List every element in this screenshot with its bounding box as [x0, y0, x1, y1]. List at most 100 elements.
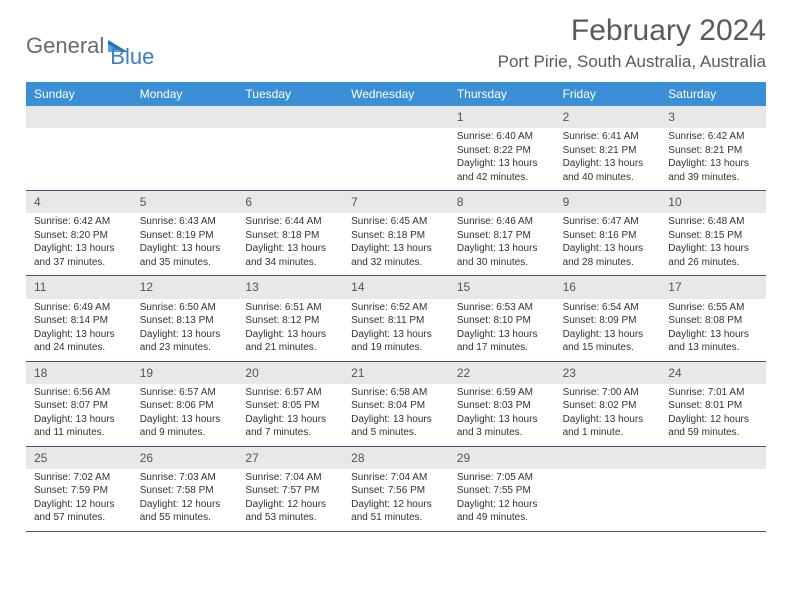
daylight-text: and 5 minutes. [351, 426, 441, 440]
sunrise-text: Sunrise: 6:54 AM [563, 301, 653, 315]
daylight-text: and 55 minutes. [140, 511, 230, 525]
sunset-text: Sunset: 8:05 PM [245, 399, 335, 413]
day-cell: 8Sunrise: 6:46 AMSunset: 8:17 PMDaylight… [449, 191, 555, 275]
sunrise-text: Sunrise: 7:02 AM [34, 471, 124, 485]
sunrise-text: Sunrise: 6:42 AM [668, 130, 758, 144]
sunset-text: Sunset: 8:09 PM [563, 314, 653, 328]
day-number: 18 [26, 362, 132, 384]
day-number: 16 [555, 276, 661, 298]
daylight-text: Daylight: 13 hours [457, 328, 547, 342]
day-number: 15 [449, 276, 555, 298]
daylight-text: and 7 minutes. [245, 426, 335, 440]
daylight-text: Daylight: 13 hours [668, 328, 758, 342]
day-number: 28 [343, 447, 449, 469]
sunset-text: Sunset: 8:18 PM [245, 229, 335, 243]
daylight-text: and 34 minutes. [245, 256, 335, 270]
day-cell: 14Sunrise: 6:52 AMSunset: 8:11 PMDayligh… [343, 276, 449, 360]
daylight-text: Daylight: 13 hours [457, 242, 547, 256]
day-cell [555, 447, 661, 531]
daylight-text: and 9 minutes. [140, 426, 230, 440]
day-number: 3 [660, 106, 766, 128]
sunrise-text: Sunrise: 6:53 AM [457, 301, 547, 315]
daylight-text: Daylight: 13 hours [457, 413, 547, 427]
daylight-text: and 32 minutes. [351, 256, 441, 270]
sunrise-text: Sunrise: 6:43 AM [140, 215, 230, 229]
day-number: 12 [132, 276, 238, 298]
daylight-text: Daylight: 12 hours [34, 498, 124, 512]
daylight-text: and 11 minutes. [34, 426, 124, 440]
day-cell: 6Sunrise: 6:44 AMSunset: 8:18 PMDaylight… [237, 191, 343, 275]
day-details: Sunrise: 6:58 AMSunset: 8:04 PMDaylight:… [343, 384, 449, 446]
calendar: Sunday Monday Tuesday Wednesday Thursday… [26, 82, 766, 532]
weeks-container: 1Sunrise: 6:40 AMSunset: 8:22 PMDaylight… [26, 106, 766, 532]
daylight-text: and 1 minute. [563, 426, 653, 440]
day-details: Sunrise: 6:43 AMSunset: 8:19 PMDaylight:… [132, 213, 238, 275]
sunset-text: Sunset: 8:12 PM [245, 314, 335, 328]
daylight-text: and 30 minutes. [457, 256, 547, 270]
sunrise-text: Sunrise: 6:49 AM [34, 301, 124, 315]
daylight-text: Daylight: 13 hours [351, 242, 441, 256]
sunrise-text: Sunrise: 6:40 AM [457, 130, 547, 144]
sunset-text: Sunset: 8:19 PM [140, 229, 230, 243]
day-number: 6 [237, 191, 343, 213]
sunset-text: Sunset: 8:17 PM [457, 229, 547, 243]
sunset-text: Sunset: 7:55 PM [457, 484, 547, 498]
sunrise-text: Sunrise: 7:04 AM [245, 471, 335, 485]
sunset-text: Sunset: 8:15 PM [668, 229, 758, 243]
day-number: 4 [26, 191, 132, 213]
sunrise-text: Sunrise: 6:42 AM [34, 215, 124, 229]
day-number: 10 [660, 191, 766, 213]
day-cell: 13Sunrise: 6:51 AMSunset: 8:12 PMDayligh… [237, 276, 343, 360]
day-number: 17 [660, 276, 766, 298]
day-cell: 23Sunrise: 7:00 AMSunset: 8:02 PMDayligh… [555, 362, 661, 446]
weekday-label: Sunday [26, 82, 132, 106]
day-details: Sunrise: 6:56 AMSunset: 8:07 PMDaylight:… [26, 384, 132, 446]
daylight-text: Daylight: 13 hours [140, 328, 230, 342]
daylight-text: Daylight: 13 hours [563, 242, 653, 256]
daylight-text: and 3 minutes. [457, 426, 547, 440]
sunrise-text: Sunrise: 6:57 AM [245, 386, 335, 400]
logo: General Blue [26, 14, 154, 70]
day-details: Sunrise: 7:00 AMSunset: 8:02 PMDaylight:… [555, 384, 661, 446]
day-cell: 20Sunrise: 6:57 AMSunset: 8:05 PMDayligh… [237, 362, 343, 446]
sunrise-text: Sunrise: 6:44 AM [245, 215, 335, 229]
day-details: Sunrise: 6:49 AMSunset: 8:14 PMDaylight:… [26, 299, 132, 361]
day-cell: 10Sunrise: 6:48 AMSunset: 8:15 PMDayligh… [660, 191, 766, 275]
day-cell: 24Sunrise: 7:01 AMSunset: 8:01 PMDayligh… [660, 362, 766, 446]
sunrise-text: Sunrise: 6:57 AM [140, 386, 230, 400]
day-cell: 28Sunrise: 7:04 AMSunset: 7:56 PMDayligh… [343, 447, 449, 531]
day-details: Sunrise: 7:03 AMSunset: 7:58 PMDaylight:… [132, 469, 238, 531]
day-number: 1 [449, 106, 555, 128]
logo-word2: Blue [110, 44, 154, 70]
day-cell: 22Sunrise: 6:59 AMSunset: 8:03 PMDayligh… [449, 362, 555, 446]
day-details: Sunrise: 6:42 AMSunset: 8:21 PMDaylight:… [660, 128, 766, 190]
day-cell: 26Sunrise: 7:03 AMSunset: 7:58 PMDayligh… [132, 447, 238, 531]
sunset-text: Sunset: 8:10 PM [457, 314, 547, 328]
daylight-text: and 23 minutes. [140, 341, 230, 355]
day-details: Sunrise: 6:46 AMSunset: 8:17 PMDaylight:… [449, 213, 555, 275]
day-details: Sunrise: 6:51 AMSunset: 8:12 PMDaylight:… [237, 299, 343, 361]
day-details: Sunrise: 6:45 AMSunset: 8:18 PMDaylight:… [343, 213, 449, 275]
day-number: 2 [555, 106, 661, 128]
daylight-text: Daylight: 13 hours [668, 242, 758, 256]
daylight-text: and 57 minutes. [34, 511, 124, 525]
day-details [26, 128, 132, 184]
day-details: Sunrise: 6:53 AMSunset: 8:10 PMDaylight:… [449, 299, 555, 361]
day-details: Sunrise: 6:40 AMSunset: 8:22 PMDaylight:… [449, 128, 555, 190]
day-cell: 9Sunrise: 6:47 AMSunset: 8:16 PMDaylight… [555, 191, 661, 275]
day-cell: 4Sunrise: 6:42 AMSunset: 8:20 PMDaylight… [26, 191, 132, 275]
daylight-text: and 35 minutes. [140, 256, 230, 270]
day-cell: 12Sunrise: 6:50 AMSunset: 8:13 PMDayligh… [132, 276, 238, 360]
daylight-text: Daylight: 12 hours [140, 498, 230, 512]
day-number: 22 [449, 362, 555, 384]
sunset-text: Sunset: 8:01 PM [668, 399, 758, 413]
day-number: 27 [237, 447, 343, 469]
daylight-text: Daylight: 13 hours [34, 242, 124, 256]
sunset-text: Sunset: 8:22 PM [457, 144, 547, 158]
daylight-text: Daylight: 12 hours [351, 498, 441, 512]
sunrise-text: Sunrise: 7:03 AM [140, 471, 230, 485]
daylight-text: and 53 minutes. [245, 511, 335, 525]
sunset-text: Sunset: 8:13 PM [140, 314, 230, 328]
day-details: Sunrise: 7:05 AMSunset: 7:55 PMDaylight:… [449, 469, 555, 531]
sunrise-text: Sunrise: 6:56 AM [34, 386, 124, 400]
